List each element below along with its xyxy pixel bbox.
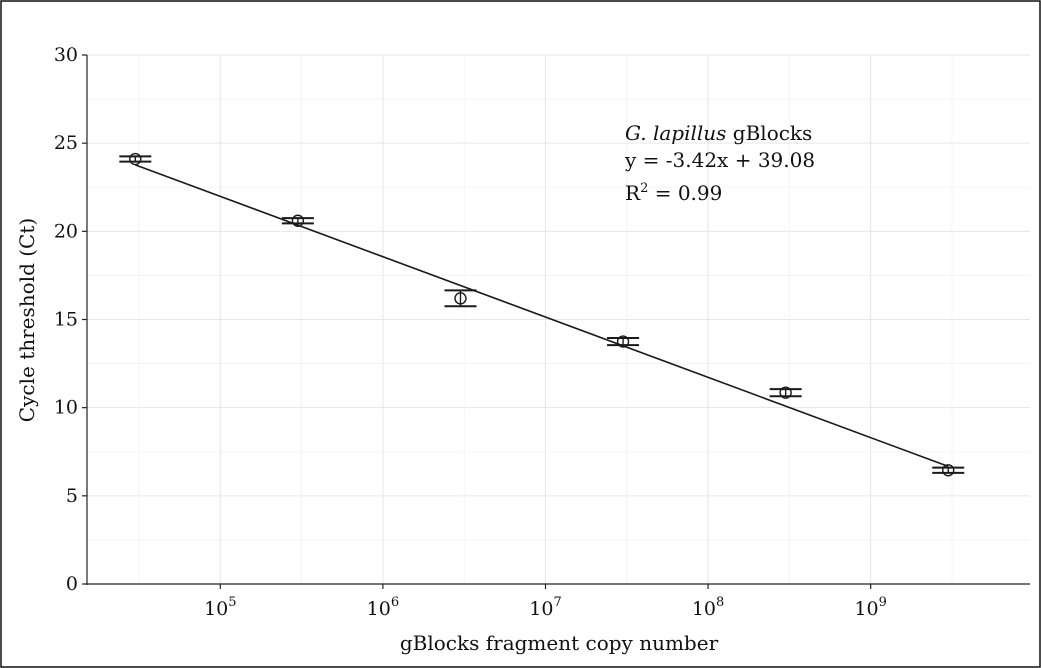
- r-squared-suffix: = 0.99: [648, 181, 722, 205]
- x-tick-base: 10: [692, 598, 716, 620]
- fit-line: [135, 164, 949, 468]
- x-tick-exponent: 8: [716, 595, 724, 610]
- x-tick-exponent: 7: [553, 595, 561, 610]
- axes: [82, 54, 1030, 589]
- data-points: [119, 152, 965, 477]
- y-tick-label: 30: [54, 44, 78, 66]
- x-tick-base: 10: [854, 598, 878, 620]
- y-tick-label: 5: [66, 485, 78, 507]
- data-point: [454, 292, 467, 305]
- x-tick-exponent: 5: [228, 595, 236, 610]
- x-tick-base: 10: [204, 598, 228, 620]
- fit-line-group: [135, 164, 949, 468]
- annotation-equation: y = -3.42x + 39.08: [624, 148, 815, 172]
- annotation-title: G. lapillus gBlocks: [625, 121, 812, 145]
- x-tick-label: 107: [529, 595, 561, 620]
- x-tick-exponent: 9: [879, 595, 887, 610]
- data-point: [942, 464, 955, 477]
- r-squared-prefix: R: [625, 181, 641, 205]
- x-tick-exponent: 6: [391, 595, 399, 610]
- x-tick-label: 106: [367, 595, 399, 620]
- data-point: [779, 386, 792, 399]
- data-point: [616, 335, 630, 348]
- x-tick-label: 105: [204, 595, 236, 620]
- annotation-r-squared: R2 = 0.99: [625, 181, 722, 205]
- y-tick-label: 20: [54, 220, 78, 242]
- x-tick-base: 10: [529, 598, 553, 620]
- x-tick-label: 108: [692, 595, 724, 620]
- x-tick-label: 109: [854, 595, 886, 620]
- y-tick-label: 0: [66, 573, 78, 595]
- x-tick-base: 10: [367, 598, 391, 620]
- r-squared-sup: 2: [640, 181, 648, 196]
- annotation-suffix: gBlocks: [726, 121, 812, 145]
- grid: [87, 54, 1030, 585]
- x-tick-labels: 105 106 107 108 109: [204, 595, 887, 620]
- y-tick-label: 15: [54, 309, 78, 331]
- annotation-species: G. lapillus: [625, 121, 726, 145]
- y-tick-labels: 0 5 10 15 20 25 30: [54, 44, 78, 595]
- y-tick-label: 10: [54, 397, 78, 419]
- data-point: [129, 152, 142, 166]
- data-point: [291, 214, 305, 227]
- y-axis-title: Cycle threshold (Ct): [15, 218, 39, 422]
- x-axis-title: gBlocks fragment copy number: [400, 631, 719, 655]
- y-tick-label: 25: [54, 132, 78, 154]
